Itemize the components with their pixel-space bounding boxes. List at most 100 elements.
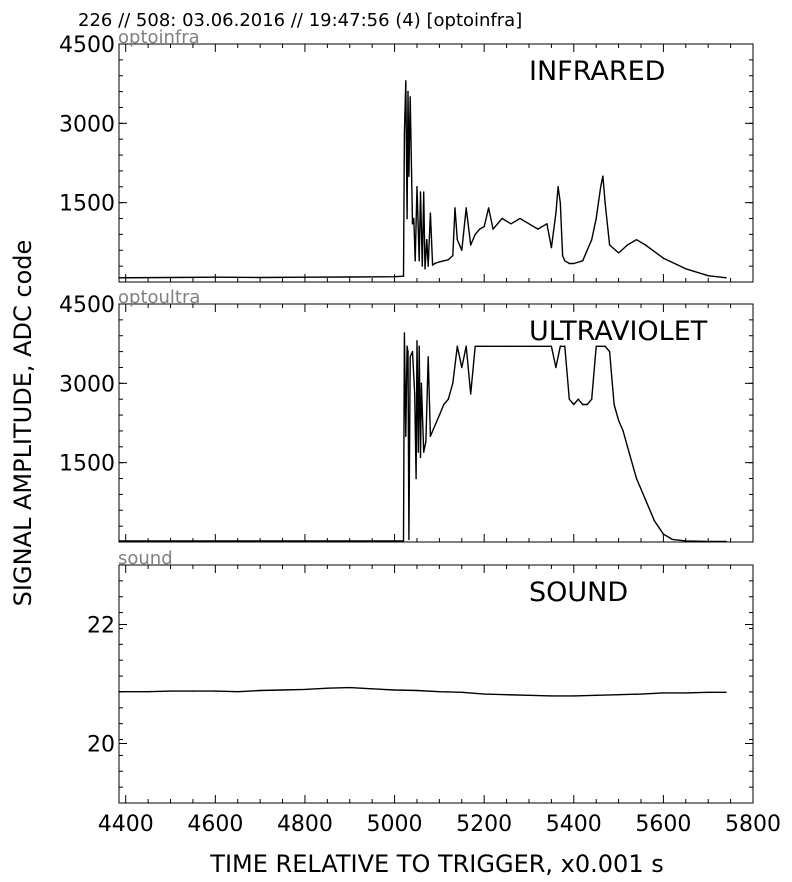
ultraviolet-data-point [653, 520, 656, 522]
infrared-data-point [564, 260, 566, 262]
ultraviolet-series-line [119, 332, 727, 543]
infrared-data-point [423, 191, 425, 193]
ultraviolet-data-point [420, 382, 423, 384]
ultraviolet-data-point [528, 345, 530, 347]
infrared-data-point [461, 249, 463, 251]
ultraviolet-data-point [408, 538, 410, 541]
ultraviolet-data-point [452, 382, 454, 384]
sound-tag: sound [118, 548, 173, 569]
infrared-data-point [582, 260, 584, 262]
sound-data-point [326, 687, 328, 689]
sound-data-point [169, 690, 172, 692]
ultraviolet-data-point [604, 345, 606, 347]
sound-data-point [685, 692, 687, 694]
sound-data-point [550, 695, 553, 697]
ultraviolet-data-point [304, 540, 306, 542]
ultraviolet-data-point [470, 393, 472, 395]
infrared-data-point [707, 275, 709, 277]
infrared-data-point [454, 207, 456, 209]
sound-data-point [707, 691, 709, 693]
infrared-data-point [456, 239, 458, 241]
infrared-data-point [561, 254, 564, 257]
infrared-data-point [595, 217, 597, 220]
ultraviolet-data-point [438, 414, 441, 416]
ultraviolet-data-point [685, 540, 687, 542]
infrared-title: INFRARED [529, 56, 665, 87]
sound-data-point [505, 694, 508, 696]
ultraviolet-data-point [573, 403, 575, 406]
sound-series-line [119, 686, 727, 697]
infrared-data-point [501, 217, 503, 220]
sound-ytick-label: 22 [87, 614, 115, 639]
ultraviolet-data-point [586, 403, 588, 406]
x-tick-label: 5000 [367, 812, 423, 837]
infrared-data-point [602, 175, 604, 177]
infrared-data-point [510, 223, 512, 225]
infrared-data-point [519, 217, 521, 220]
sound-data-point [259, 689, 261, 692]
infrared-data-point [685, 268, 687, 270]
x-tick-label: 5600 [635, 812, 691, 837]
ultraviolet-data-point [169, 540, 172, 542]
ultraviolet-data-point [617, 419, 620, 422]
infrared-data-point [418, 260, 420, 262]
ultraviolet-data-point [474, 345, 476, 347]
infrared-data-point [405, 80, 407, 82]
y-axis-label: SIGNAL AMPLITUDE, ADC code [9, 240, 37, 607]
infrared-data-point [393, 276, 396, 278]
infrared-data-point [557, 186, 559, 188]
ultraviolet-data-point [405, 435, 407, 437]
sound-data-point [483, 693, 485, 695]
infrared-data-point [409, 96, 411, 98]
x-axis-label: TIME RELATIVE TO TRIGGER, x0.001 s [209, 850, 663, 878]
infrared-data-point [407, 90, 409, 93]
ultraviolet-panel: 1500 3000 4500 optoultra ULTRAVIOLET [59, 287, 754, 543]
sound-ytick-label: 20 [87, 733, 115, 758]
infrared-data-point [555, 212, 557, 214]
infrared-data-point [427, 265, 429, 267]
infrared-data-point [528, 223, 530, 225]
x-tick-label: 5200 [456, 812, 512, 837]
ultraviolet-data-point [411, 350, 414, 353]
sound-data-point [118, 691, 120, 693]
infrared-data-point [483, 225, 485, 228]
ultraviolet-data-point [613, 403, 615, 406]
infrared-data-point [465, 207, 467, 209]
infrared-data-point [431, 264, 434, 266]
sound-data-point [147, 691, 149, 693]
ultraviolet-data-point [417, 451, 419, 453]
ultraviolet-data-point [564, 345, 566, 347]
infrared-data-point [546, 223, 548, 225]
ultraviolet-data-point [214, 540, 216, 542]
infrared-data-point [118, 277, 120, 279]
ultraviolet-data-point [443, 403, 445, 406]
infrared-data-point [479, 228, 481, 230]
ultraviolet-data-point [418, 345, 420, 347]
infrared-data-point [617, 252, 620, 254]
ultraviolet-data-point [434, 424, 436, 427]
ultraviolet-data-point [423, 451, 425, 453]
sound-data-point [595, 694, 597, 696]
infrared-data-point [662, 257, 665, 259]
ultraviolet-data-point [622, 430, 624, 432]
sound-data-point [438, 691, 441, 693]
sound-data-point [662, 692, 665, 694]
ultraviolet-data-point [456, 345, 458, 347]
x-tick-label: 4400 [98, 812, 154, 837]
sound-data-point [393, 689, 396, 691]
ultraviolet-data-point [461, 366, 463, 369]
infrared-ytick-label: 4500 [59, 33, 115, 58]
infrared-data-point [550, 246, 553, 249]
ultraviolet-data-point [414, 393, 416, 395]
sound-data-point [192, 690, 194, 692]
infrared-data-point [411, 223, 414, 225]
infrared-data-point [349, 276, 351, 278]
ultraviolet-data-point [595, 345, 597, 347]
infrared-data-point [413, 217, 415, 220]
sound-data-point [304, 688, 306, 691]
ultraviolet-data-point [550, 345, 553, 347]
sound-data-point [461, 691, 463, 693]
ultraviolet-ytick-label: 4500 [59, 293, 115, 318]
sound-data-point [573, 695, 575, 697]
ultraviolet-data-point [591, 398, 593, 400]
